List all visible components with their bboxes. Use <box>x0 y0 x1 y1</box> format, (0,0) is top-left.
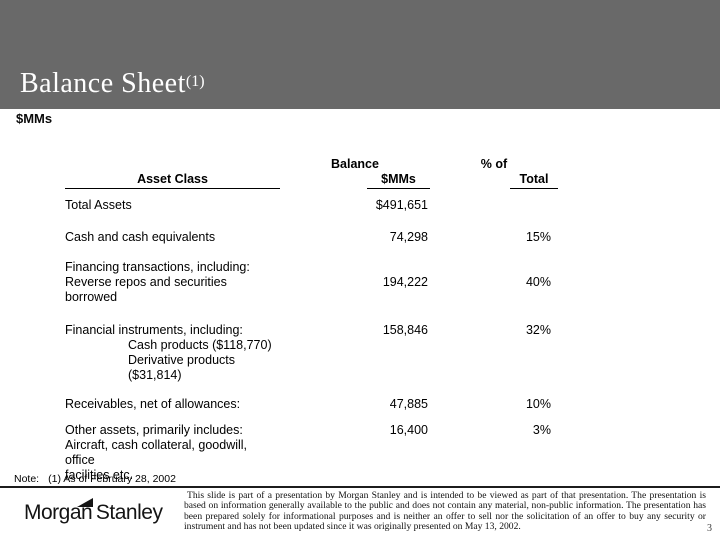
header-asset-class: Asset Class <box>65 157 280 189</box>
table-row: Other assets, primarily includes: Aircra… <box>65 423 558 483</box>
row-balance: 47,885 <box>389 397 428 411</box>
slide-title-footnote-ref: (1) <box>185 73 205 90</box>
footnote-label: Note: <box>14 473 40 485</box>
row-balance: 16,400 <box>389 423 428 437</box>
row-label: Total Assets <box>65 198 132 212</box>
row-label: Receivables, net of allowances: <box>65 397 241 411</box>
row-label: Cash and cash equivalents <box>65 230 216 244</box>
balance-sheet-table: Asset Class Balance $MMs % of Total Tota… <box>65 157 558 483</box>
disclaimer-text: This slide is part of a presentation by … <box>184 490 706 532</box>
row-balance: 194,222 <box>382 275 428 289</box>
logo-flag-icon <box>77 498 93 507</box>
morgan-stanley-logo: Morgan Stanley <box>24 498 163 525</box>
row-label: Financial instruments, including: Cash p… <box>65 323 272 382</box>
footnote: Note: (1) As of February 28, 2002 <box>14 473 176 485</box>
morgan-stanley-logo-text: Morgan Stanley <box>24 501 163 524</box>
slide-title-text: Balance Sheet <box>20 68 186 99</box>
row-balance: 74,298 <box>389 230 428 244</box>
table-row: Financing transactions, including: Rever… <box>65 260 558 305</box>
table-row: Financial instruments, including: Cash p… <box>65 323 558 383</box>
units-label: $MMs <box>16 111 53 126</box>
table-header-row: Asset Class Balance $MMs % of Total <box>65 157 558 189</box>
row-label: Other assets, primarily includes: Aircra… <box>65 423 248 482</box>
row-pct: 10% <box>525 397 551 411</box>
table-row: Total Assets $491,651 <box>65 198 558 213</box>
row-pct: 3% <box>532 423 551 437</box>
row-pct: 32% <box>525 323 551 337</box>
row-balance: 158,846 <box>382 323 428 337</box>
row-pct: 15% <box>525 230 551 244</box>
row-balance: $491,651 <box>375 198 428 212</box>
header-pct-of-total: % of Total <box>430 157 558 189</box>
table-row: Receivables, net of allowances: 47,885 1… <box>65 397 558 412</box>
footer-divider <box>0 486 720 488</box>
table-row: Cash and cash equivalents 74,298 15% <box>65 230 558 245</box>
page-number: 3 <box>707 523 712 534</box>
row-label: Financing transactions, including: Rever… <box>65 260 250 304</box>
footnote-text: (1) As of February 28, 2002 <box>48 473 176 485</box>
title-banner: Balance Sheet(1) <box>0 0 720 109</box>
header-balance: Balance $MMs <box>280 157 430 189</box>
slide-title: Balance Sheet(1) <box>20 68 205 100</box>
row-pct: 40% <box>525 275 551 289</box>
